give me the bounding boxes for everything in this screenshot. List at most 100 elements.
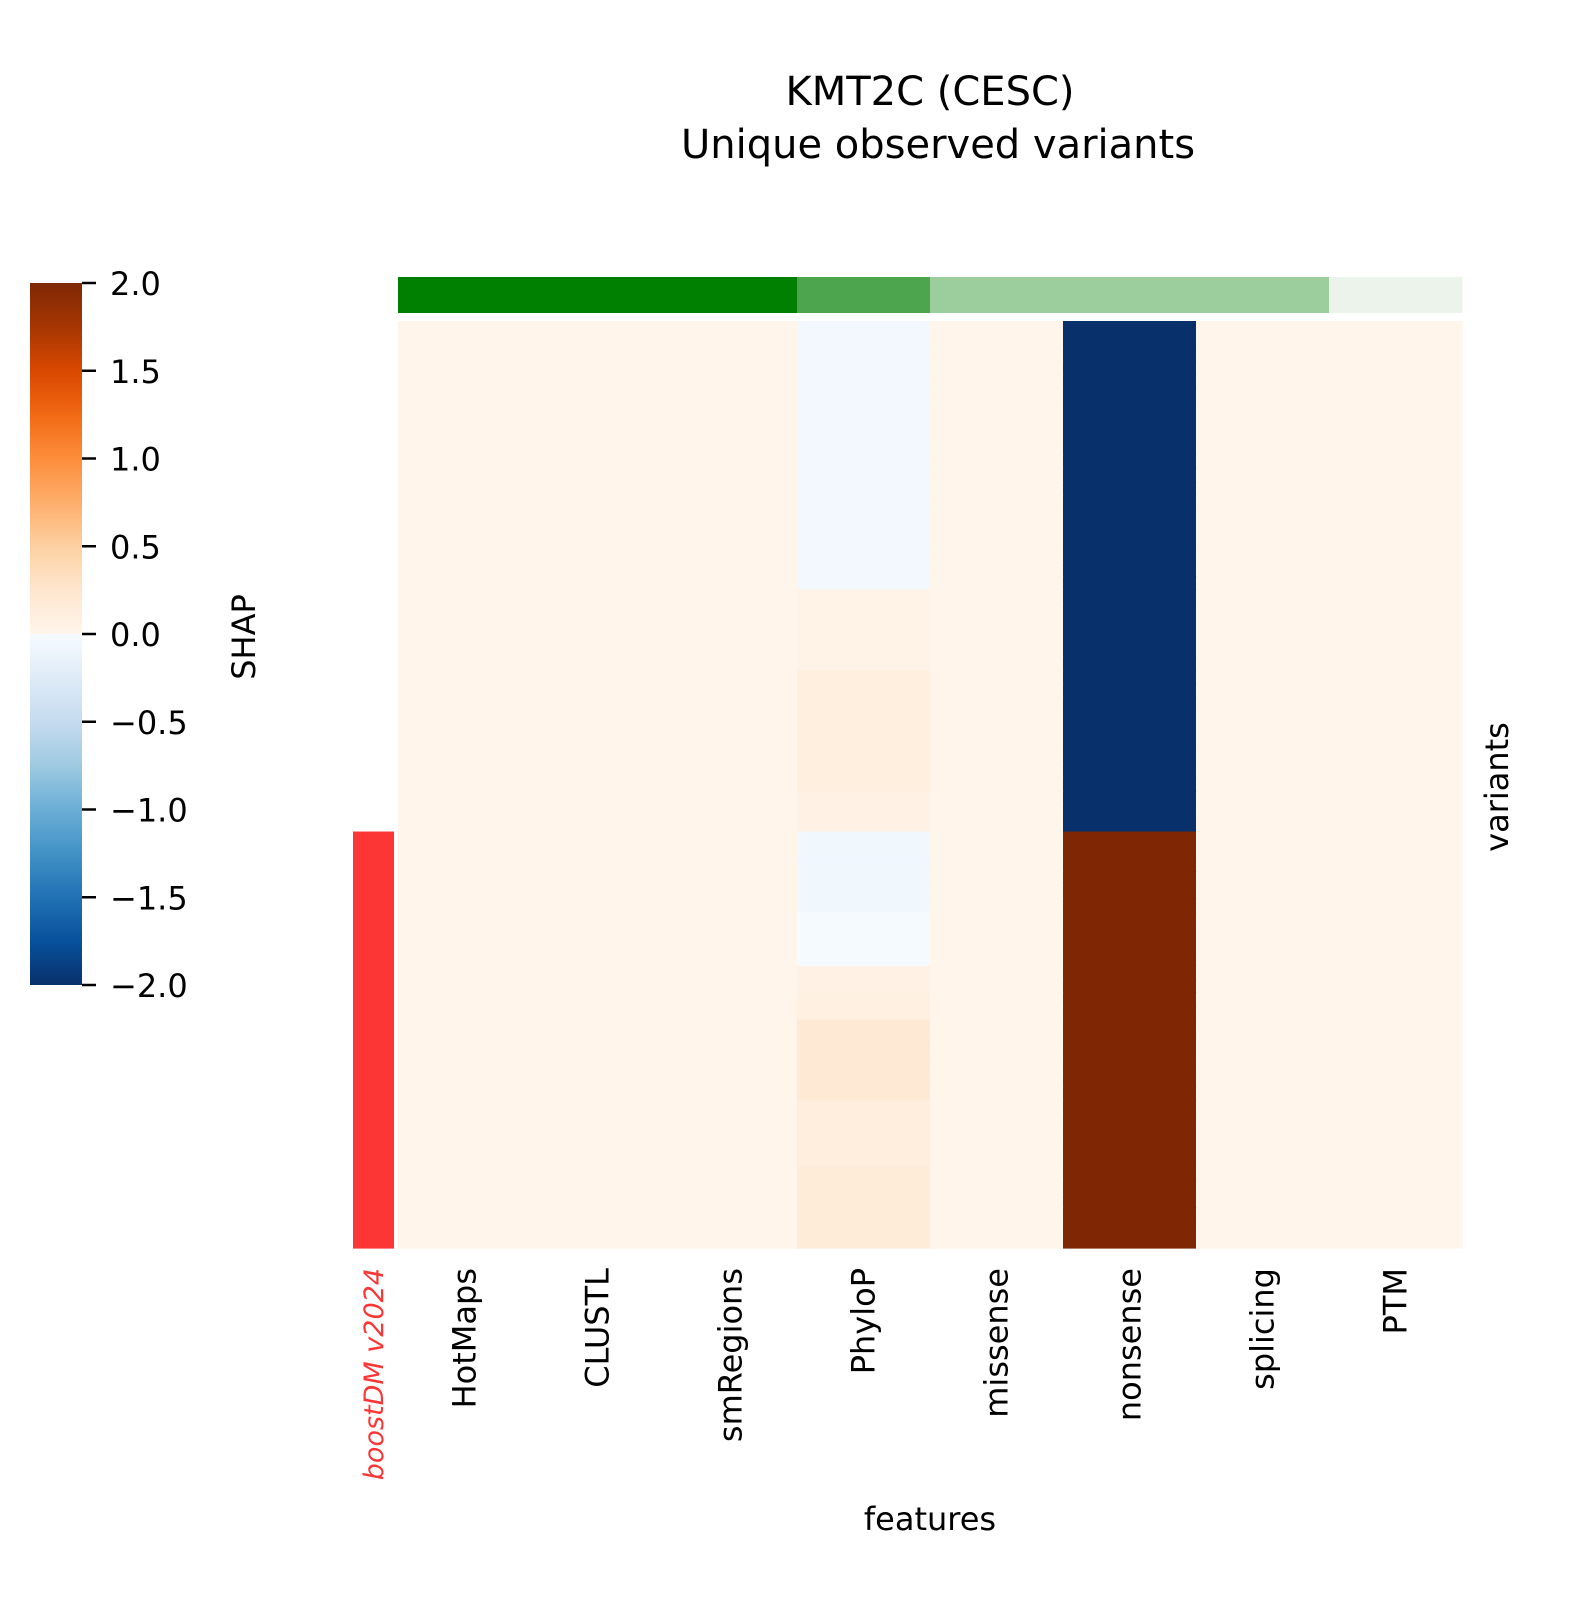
heatmap-cell [1329, 1073, 1463, 1088]
heatmap-cell [797, 697, 931, 712]
heatmap-cell [930, 1073, 1064, 1088]
heatmap-cell [398, 576, 532, 591]
heatmap-cell [797, 844, 931, 859]
heatmap-cell [398, 697, 532, 712]
heatmap-cell [1196, 347, 1330, 362]
heatmap-cell [1196, 871, 1330, 886]
heatmap-cell [1329, 347, 1463, 362]
heatmap-cell [797, 428, 931, 443]
heatmap-cell [664, 1180, 798, 1195]
boostdm-driver-cell [353, 898, 394, 913]
heatmap-cell [398, 589, 532, 604]
heatmap-cell [1329, 1086, 1463, 1101]
heatmap-cell [531, 1059, 665, 1074]
heatmap-cell [1196, 643, 1330, 658]
heatmap-cell [664, 791, 798, 806]
heatmap-cell [1329, 925, 1463, 940]
heatmap-cell [1196, 562, 1330, 577]
x-tick-label: CLUSTL [579, 1268, 617, 1388]
heatmap-cell [1196, 321, 1330, 336]
heatmap-cell [1063, 630, 1197, 645]
heatmap-cell [664, 1140, 798, 1155]
heatmap-cell [1063, 468, 1197, 483]
heatmap-cell [1196, 576, 1330, 591]
heatmap-cell [930, 509, 1064, 524]
heatmap-cell [1196, 992, 1330, 1007]
heatmap-cell [797, 777, 931, 792]
feature-group-cell [797, 277, 931, 313]
heatmap-cell [398, 912, 532, 927]
heatmap-cell [1063, 777, 1197, 792]
heatmap-cell [1329, 750, 1463, 765]
heatmap-cell [930, 777, 1064, 792]
heatmap-cell [797, 1194, 931, 1209]
heatmap-cell [1063, 361, 1197, 376]
heatmap-cell [1063, 1207, 1197, 1222]
heatmap-cell [531, 509, 665, 524]
heatmap-cell [1329, 1046, 1463, 1061]
heatmap-cell [930, 791, 1064, 806]
heatmap-cell [930, 670, 1064, 685]
heatmap-cell [664, 1194, 798, 1209]
heatmap-cell [1063, 737, 1197, 752]
heatmap-cell [1329, 992, 1463, 1007]
heatmap-cell [1329, 576, 1463, 591]
heatmap-cell [797, 885, 931, 900]
heatmap-cell [1196, 1019, 1330, 1034]
heatmap-cell [1196, 831, 1330, 846]
heatmap-cell [1329, 1140, 1463, 1155]
heatmap-cell [1329, 361, 1463, 376]
heatmap-cell [1063, 1019, 1197, 1034]
heatmap-cell [398, 724, 532, 739]
heatmap-cell [1196, 818, 1330, 833]
boostdm-driver-cell [353, 858, 394, 873]
heatmap-cell [1329, 764, 1463, 779]
heatmap-cell [664, 1127, 798, 1142]
heatmap-cell [797, 589, 931, 604]
heatmap-cell [531, 912, 665, 927]
annotation-column-label: boostDM v2024 [359, 1268, 390, 1480]
heatmap-cell [531, 415, 665, 430]
heatmap-cell [1329, 482, 1463, 497]
heatmap-cell [1329, 1113, 1463, 1128]
heatmap-cell [1196, 361, 1330, 376]
heatmap-cell [531, 724, 665, 739]
heatmap-cell [797, 1046, 931, 1061]
colorbar-tick-label: 0.0 [110, 616, 161, 654]
heatmap-cell [1196, 468, 1330, 483]
heatmap-cell [1329, 321, 1463, 336]
feature-group-bar [398, 277, 1463, 313]
heatmap-cell [1063, 965, 1197, 980]
heatmap-cell [398, 361, 532, 376]
heatmap-cell [797, 535, 931, 550]
heatmap-cell [664, 1073, 798, 1088]
heatmap-cell [664, 965, 798, 980]
heatmap-cell [1329, 737, 1463, 752]
heatmap-cell [797, 992, 931, 1007]
heatmap-cell [930, 630, 1064, 645]
heatmap-cell [664, 374, 798, 389]
heatmap-cell [1329, 885, 1463, 900]
heatmap-cell [531, 1033, 665, 1048]
heatmap-cell [531, 482, 665, 497]
heatmap-cell [531, 603, 665, 618]
feature-group-cell [1063, 277, 1197, 313]
heatmap-cell [664, 1100, 798, 1115]
heatmap-cell [664, 1153, 798, 1168]
heatmap-cell [664, 361, 798, 376]
boostdm-driver-cell [353, 1194, 394, 1209]
heatmap-cell [930, 992, 1064, 1007]
heatmap-cell [1329, 522, 1463, 537]
heatmap-cell [398, 1221, 532, 1236]
heatmap-cell [930, 871, 1064, 886]
heatmap-cell [1196, 1140, 1330, 1155]
x-axis-label: features [864, 1500, 996, 1538]
heatmap-cell [664, 952, 798, 967]
heatmap-cell [1063, 347, 1197, 362]
heatmap-cell [664, 979, 798, 994]
heatmap-cell [930, 361, 1064, 376]
heatmap-cell [930, 347, 1064, 362]
heatmap-cell [531, 562, 665, 577]
heatmap-cell [930, 831, 1064, 846]
heatmap-cell [398, 804, 532, 819]
